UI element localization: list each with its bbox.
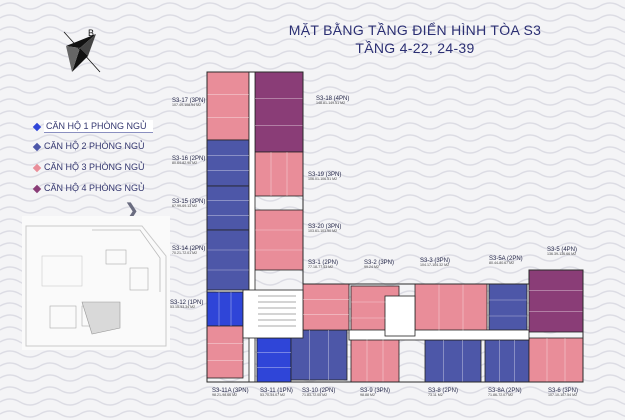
unit-block-s3-9[interactable] bbox=[350, 337, 400, 383]
unit-block-s3-18[interactable] bbox=[254, 71, 304, 153]
unit-label-s3-5a: S3-5A (2PN) 80.44-80.67 M2 bbox=[489, 256, 523, 266]
legend-item-2pn[interactable]: CĂN HỘ 2 PHÒNG NGỦ bbox=[32, 141, 145, 153]
compass-north-icon: B bbox=[63, 28, 101, 73]
unit-block-s3-5a[interactable] bbox=[488, 283, 528, 333]
core-lift bbox=[384, 295, 416, 337]
legend-item-1pn[interactable]: CĂN HỘ 1 PHÒNG NGỦ bbox=[32, 120, 153, 133]
unit-label-s3-3: S3-3 (3PN) 104.17-104.32 M2 bbox=[420, 258, 451, 268]
unit-label-s3-16: S3-16 (2PN) 80.64-82.90 M2 bbox=[172, 156, 206, 166]
legend-label: CĂN HỘ 4 PHÒNG NGỦ bbox=[44, 183, 145, 193]
unit-block-s3-14[interactable] bbox=[206, 229, 250, 291]
stair-hatching bbox=[258, 295, 296, 327]
unit-label-s3-6: S3-6 (3PN) 107.10-107.54 M2 bbox=[548, 388, 579, 398]
unit-label-s3-12: S3-12 (1PN) 53.15-53.34 M2 bbox=[170, 300, 204, 310]
chevron-right-icon[interactable]: ❯ bbox=[124, 200, 140, 220]
unit-label-s3-1: S3-1 (2PN) 77.18-77.43 M2 bbox=[308, 260, 339, 270]
legend-label: CĂN HỘ 1 PHÒNG NGỦ bbox=[44, 120, 153, 133]
unit-block-s3-15[interactable] bbox=[206, 185, 250, 231]
unit-label-s3-11: S3-11 (1PN) 53.70-54.07 M2 bbox=[260, 388, 293, 398]
unit-block-s3-8a[interactable] bbox=[484, 339, 530, 383]
page-title: MẶT BẰNG TẦNG ĐIỂN HÌNH TÒA S3 bbox=[288, 22, 542, 38]
unit-label-s3-8: S3-8 (2PN) 73.11 M2 bbox=[428, 388, 459, 398]
tower-outline bbox=[206, 71, 584, 383]
legend-label: CĂN HỘ 2 PHÒNG NGỦ bbox=[44, 141, 145, 151]
unit-label-s3-2: S3-2 (3PN) 99.24 M2 bbox=[364, 260, 395, 270]
legend-item-3pn[interactable]: CĂN HỘ 3 PHÒNG NGỦ bbox=[32, 162, 145, 174]
unit-block-s3-20[interactable] bbox=[254, 209, 304, 271]
unit-block-s3-1[interactable] bbox=[302, 283, 350, 331]
unit-label-s3-5: S3-5 (4PN) 136.39-136.66 M2 bbox=[547, 247, 578, 257]
unit-block-s3-11a[interactable] bbox=[206, 325, 244, 379]
unit-block-s3-5[interactable] bbox=[528, 269, 584, 333]
unit-block-s3-6[interactable] bbox=[528, 337, 584, 383]
unit-label-s3-17: S3-17 (3PN) 107.49-108.94 M2 bbox=[172, 98, 206, 108]
unit-block-s3-19[interactable] bbox=[254, 151, 304, 197]
unit-block-s3-12[interactable] bbox=[206, 291, 244, 327]
unit-label-s3-9: S3-9 (3PN) 98.88 M2 bbox=[360, 388, 391, 398]
page-subtitle: TẦNG 4-22, 24-39 bbox=[355, 40, 475, 56]
legend-label: CĂN HỘ 3 PHÒNG NGỦ bbox=[44, 162, 145, 172]
unit-label-s3-14: S3-14 (2PN) 70.21-72.01 M2 bbox=[172, 246, 206, 256]
legend-item-4pn[interactable]: CĂN HỘ 4 PHÒNG NGỦ bbox=[32, 183, 145, 195]
site-minimap[interactable] bbox=[22, 216, 170, 350]
compass-letter: B bbox=[88, 28, 94, 38]
unit-block-s3-16[interactable] bbox=[206, 139, 250, 187]
unit-label-s3-19: S3-19 (3PN) 106.01-106.51 M2 bbox=[308, 172, 342, 182]
unit-block-s3-11[interactable] bbox=[256, 337, 292, 383]
unit-label-s3-20: S3-20 (3PN) 103.61-103.90 M2 bbox=[308, 224, 342, 234]
unit-block-s3-8[interactable] bbox=[424, 339, 482, 383]
unit-block-s3-17[interactable] bbox=[206, 71, 250, 141]
unit-label-s3-11a: S3-11A (3PN) 98.21-98.66 M2 bbox=[212, 388, 249, 398]
unit-block-s3-3[interactable] bbox=[414, 283, 488, 333]
unit-label-s3-18: S3-18 (4PN) 148.81-149.51 M2 bbox=[316, 96, 350, 106]
unit-label-s3-8a: S3-8A (2PN) 71.86-72.07 M2 bbox=[488, 388, 522, 398]
unit-label-s3-15: S3-15 (2PN) 67.99-69.13 M2 bbox=[172, 199, 206, 209]
unit-label-s3-10: S3-10 (2PN) 71.83-72.05 M2 bbox=[302, 388, 336, 398]
